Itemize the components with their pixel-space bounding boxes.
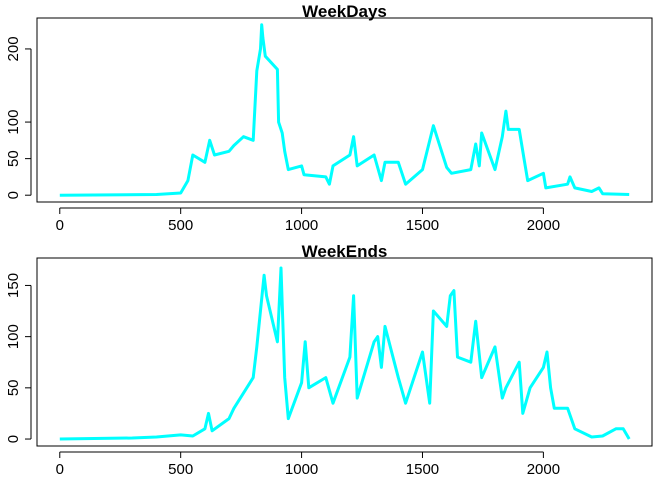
y-tick-label: 50 xyxy=(5,150,22,167)
x-tick-label: 2000 xyxy=(527,461,560,478)
x-tick-label: 1500 xyxy=(406,461,439,478)
data-line xyxy=(59,266,631,441)
chart-title: WeekEnds xyxy=(302,242,388,261)
x-tick-label: 0 xyxy=(56,217,64,234)
y-tick-label: 0 xyxy=(5,191,22,199)
x-tick-label: 500 xyxy=(168,461,193,478)
y-tick-label: 100 xyxy=(5,110,22,135)
x-tick-label: 1000 xyxy=(285,461,318,478)
x-tick-label: 2000 xyxy=(527,217,560,234)
y-tick-label: 100 xyxy=(5,324,22,349)
data-line xyxy=(59,23,630,197)
x-tick-label: 500 xyxy=(168,217,193,234)
x-tick-label: 0 xyxy=(56,461,64,478)
plot-box xyxy=(36,257,653,447)
y-tick-label: 200 xyxy=(5,36,22,61)
x-tick-label: 1000 xyxy=(285,217,318,234)
plot-box xyxy=(36,17,653,203)
y-tick-label: 50 xyxy=(5,379,22,396)
y-tick-label: 150 xyxy=(5,273,22,298)
chart-title: WeekDays xyxy=(302,2,387,21)
x-tick-label: 1500 xyxy=(406,217,439,234)
y-tick-label: 0 xyxy=(5,435,22,443)
